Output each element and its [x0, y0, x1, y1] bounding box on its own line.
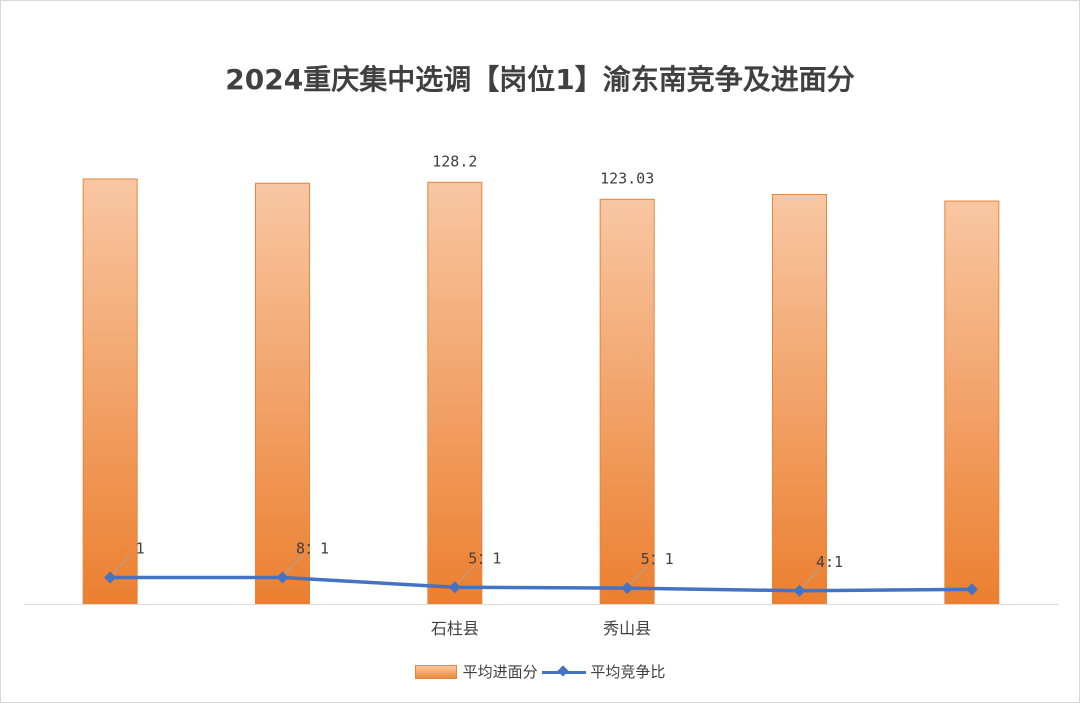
line-label-leader-1 — [112, 555, 131, 574]
bar-data-label-4: 123.03 — [600, 169, 654, 187]
bar-data-label-3: 128.2 — [432, 152, 477, 170]
x-tick-label-4: 秀山县 — [603, 619, 651, 638]
x-tick-label-3: 石柱县 — [431, 619, 479, 638]
chart-legend: 平均进面分 平均竞争比 — [0, 661, 1080, 683]
bar-5 — [772, 193, 827, 605]
line-point-4 — [621, 582, 634, 595]
line-data-label-5: 4:1 — [816, 553, 843, 571]
line-point-5 — [793, 584, 806, 597]
line-data-label-2: 8：1 — [296, 540, 329, 558]
legend-line-label: 平均竞争比 — [590, 663, 666, 681]
line-data-label-1: 1 — [136, 540, 145, 558]
legend-item-bar: 平均进面分 — [414, 661, 538, 682]
line-point-2 — [276, 571, 289, 584]
line-label-leader-3 — [457, 564, 476, 584]
bar-1 — [82, 178, 138, 605]
line-label-leader-4 — [629, 565, 648, 585]
legend-line-swatch — [542, 665, 587, 679]
bar-6 — [944, 200, 1000, 605]
line-point-1 — [104, 571, 117, 584]
legend-bar-label: 平均进面分 — [462, 663, 538, 681]
line-point-6 — [965, 583, 978, 596]
line-series-path — [108, 575, 974, 593]
legend-bar-swatch — [414, 664, 457, 679]
legend-item-line: 平均竞争比 — [542, 661, 665, 682]
line-point-3 — [448, 581, 461, 594]
line-label-leader-2 — [285, 555, 303, 574]
line-label-leader-5 — [802, 568, 820, 588]
bar-3 — [427, 181, 483, 605]
line-data-label-4: 5：1 — [641, 550, 674, 568]
chart-title: 2024重庆集中选调【岗位1】渝东南竞争及进面分 — [225, 63, 855, 96]
line-data-label-3: 5：1 — [468, 549, 501, 567]
bar-4 — [599, 198, 655, 605]
bar-2 — [255, 182, 310, 605]
